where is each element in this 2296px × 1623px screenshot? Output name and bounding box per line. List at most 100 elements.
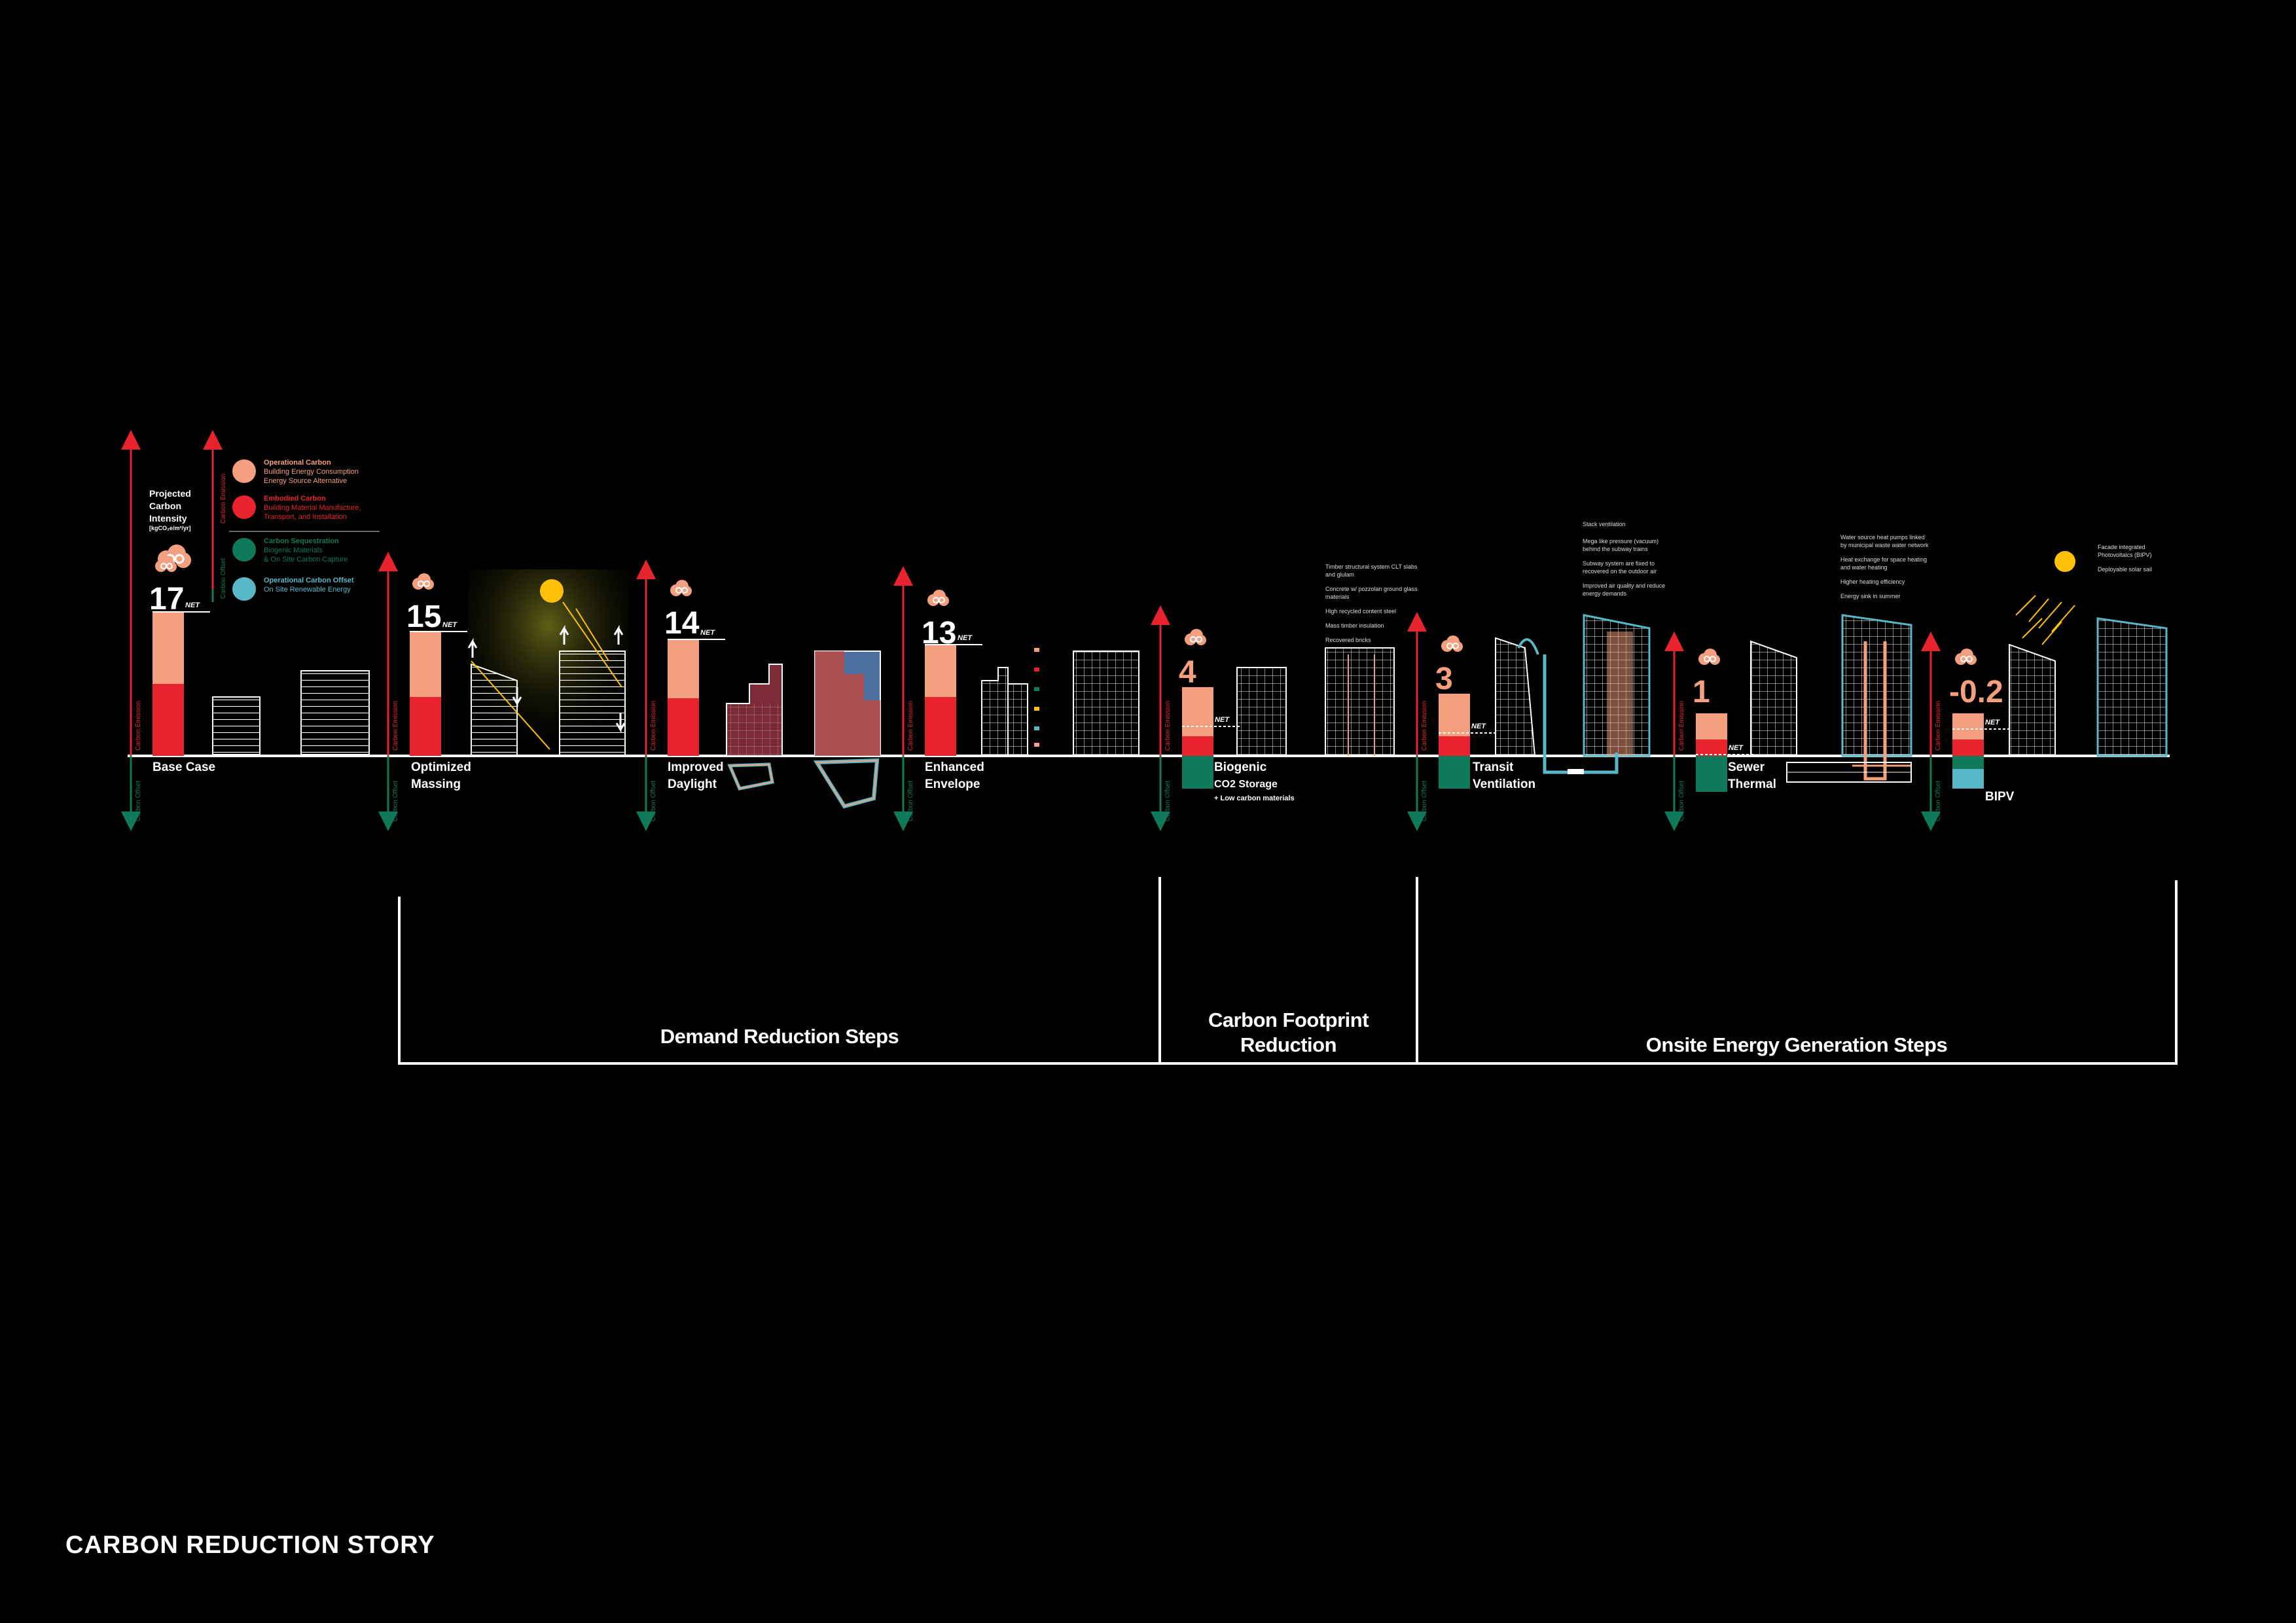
axis-emission-label: Carbon Emission	[1164, 700, 1172, 751]
axis-offset-label: Carbon Offset	[1935, 780, 1942, 821]
step-label-line: CO2 Storage	[1214, 779, 1278, 790]
solar-icon	[232, 577, 256, 601]
sequestration-bar	[1952, 756, 1984, 769]
note-line: Recovered bricks	[1325, 637, 1371, 643]
axis-offset-label: Carbon Offset	[135, 780, 142, 821]
legend-line: Energy Source Alternative	[264, 477, 348, 485]
axis-emission-label: Carbon Emission	[392, 700, 399, 751]
cloud-icon	[1183, 628, 1207, 647]
cloud-icon	[1954, 648, 1977, 666]
bipv-notes: Facade integrated Photovoltaics (BIPV) D…	[2098, 543, 2170, 573]
step-label-line: Thermal	[1728, 777, 1776, 791]
note-line: Higher heating efficiency	[1840, 579, 1905, 585]
step-label-line: Massing	[411, 777, 461, 791]
phase-label: Carbon Footprint	[1208, 1008, 1369, 1031]
operational-bar	[1952, 713, 1984, 740]
embodied-bar	[1182, 736, 1213, 756]
sun-icon	[2054, 551, 2075, 572]
embodied-bar	[925, 697, 956, 756]
embodied-bar	[410, 697, 441, 756]
note-line: Concrete w/ pozzolan ground glass materi…	[1325, 586, 1418, 600]
cloud-icon	[1440, 635, 1463, 653]
envelope-diagram	[981, 648, 1139, 757]
step-label: Sewer Thermal	[1728, 759, 1776, 793]
phase-label: Onsite Energy Generation Steps	[1645, 1033, 1948, 1056]
net-label: NET	[700, 629, 715, 637]
note-line: High recycled content steel	[1325, 608, 1397, 615]
note-line: Mass timber insulation	[1325, 622, 1384, 629]
step-label-line: Enhanced	[925, 760, 984, 774]
legend-line: Transport, and Installation	[264, 513, 347, 521]
steps-graphics	[121, 430, 2010, 831]
step-label-line: Base Case	[152, 760, 216, 774]
sewer-diagram	[1750, 614, 1912, 783]
step-label-line: Sewer	[1728, 760, 1765, 774]
net-label: NET	[185, 601, 200, 609]
net-label: NET	[1471, 722, 1486, 730]
legend-heading: Operational Carbon	[264, 459, 331, 467]
step-sublabel: + Low carbon materials	[1214, 794, 1295, 802]
step-label: Base Case	[152, 759, 215, 776]
lightning-icon	[232, 459, 256, 483]
transit-diagram	[1495, 614, 1651, 774]
axis-offset-label: Carbon Offset	[907, 780, 914, 821]
biogenic-diagram	[1236, 647, 1395, 757]
cloud-icon	[1697, 648, 1721, 666]
legend-line: Building Energy Consumption	[264, 468, 359, 476]
step-label-line: Ventilation	[1473, 777, 1536, 791]
step-label-line: Biogenic	[1214, 760, 1267, 774]
axis-offset-label: Carbon Offset	[1164, 780, 1172, 821]
step-label: Biogenic CO2 Storage	[1214, 759, 1278, 793]
legend-unit: [kgCO₂e/m²/yr]	[149, 525, 191, 531]
note-line: Water source heat pumps linked by munici…	[1840, 534, 1929, 548]
operational-bar	[1696, 713, 1727, 740]
step-label: Transit Ventilation	[1473, 759, 1535, 793]
sequestration-bar	[1182, 756, 1213, 789]
cloud-icon	[669, 579, 692, 597]
legend-line: On Site Renewable Energy	[264, 586, 351, 594]
operational-bar	[668, 639, 699, 698]
step-label: BIPV	[1985, 789, 2014, 806]
axis-emission-label: Carbon Emission	[1678, 700, 1685, 751]
note-line: Heat exchange for space heating and wate…	[1840, 556, 1928, 571]
axis-emission-label: Carbon Emission	[1935, 700, 1942, 751]
cloud-icon	[926, 589, 950, 607]
legend-title: Projected Carbon Intensity	[149, 488, 191, 524]
crane-icon	[232, 495, 256, 519]
bipv-diagram	[2009, 551, 2168, 757]
step-label-line: BIPV	[1985, 790, 2015, 804]
phase-carbon-footprint: Carbon Footprint Reduction	[1160, 1008, 1417, 1058]
embodied-bar	[1952, 740, 1984, 756]
step-label-line: Daylight	[668, 777, 717, 791]
sequestration-bar	[1696, 756, 1727, 792]
note-line: Facade integrated Photovoltaics (BIPV)	[2098, 544, 2152, 558]
phase-label: Reduction	[1240, 1033, 1337, 1056]
axis-emission-label: Carbon Emission	[1421, 700, 1428, 751]
axis-emission-label: Carbon Emission	[907, 700, 914, 751]
operational-bar	[410, 632, 441, 697]
note-line: Improved air quality and reduce energy d…	[1583, 582, 1666, 597]
operational-bar	[1439, 694, 1470, 736]
step-label-line: Transit	[1473, 760, 1514, 774]
legend-line: Building Material Manufacture,	[264, 504, 361, 512]
tree-icon	[232, 538, 256, 562]
legend-axis-offset: Carbon Offset	[220, 558, 227, 599]
legend-line: & On Site Carbon Capture	[264, 556, 348, 563]
embodied-bar	[152, 684, 184, 756]
cloud-icon	[411, 573, 435, 591]
step-value: 15	[406, 599, 442, 634]
net-label: NET	[1215, 716, 1229, 724]
net-label: NET	[442, 621, 457, 629]
note-line: Mega like pressure (vacuum) behind the s…	[1583, 538, 1659, 552]
phase-label: Demand Reduction Steps	[660, 1025, 899, 1048]
step-value: 1	[1693, 675, 1710, 709]
cloud-icon	[154, 555, 177, 573]
step-value: 14	[664, 606, 700, 641]
net-label: NET	[1985, 719, 2000, 726]
note-line: Timber structural system CLT slabs and g…	[1325, 563, 1418, 578]
embodied-bar	[1696, 740, 1727, 756]
massing-sun-icon	[540, 579, 564, 603]
phase-demand-reduction: Demand Reduction Steps	[399, 1024, 1160, 1049]
legend-heading: Embodied Carbon	[264, 495, 326, 503]
